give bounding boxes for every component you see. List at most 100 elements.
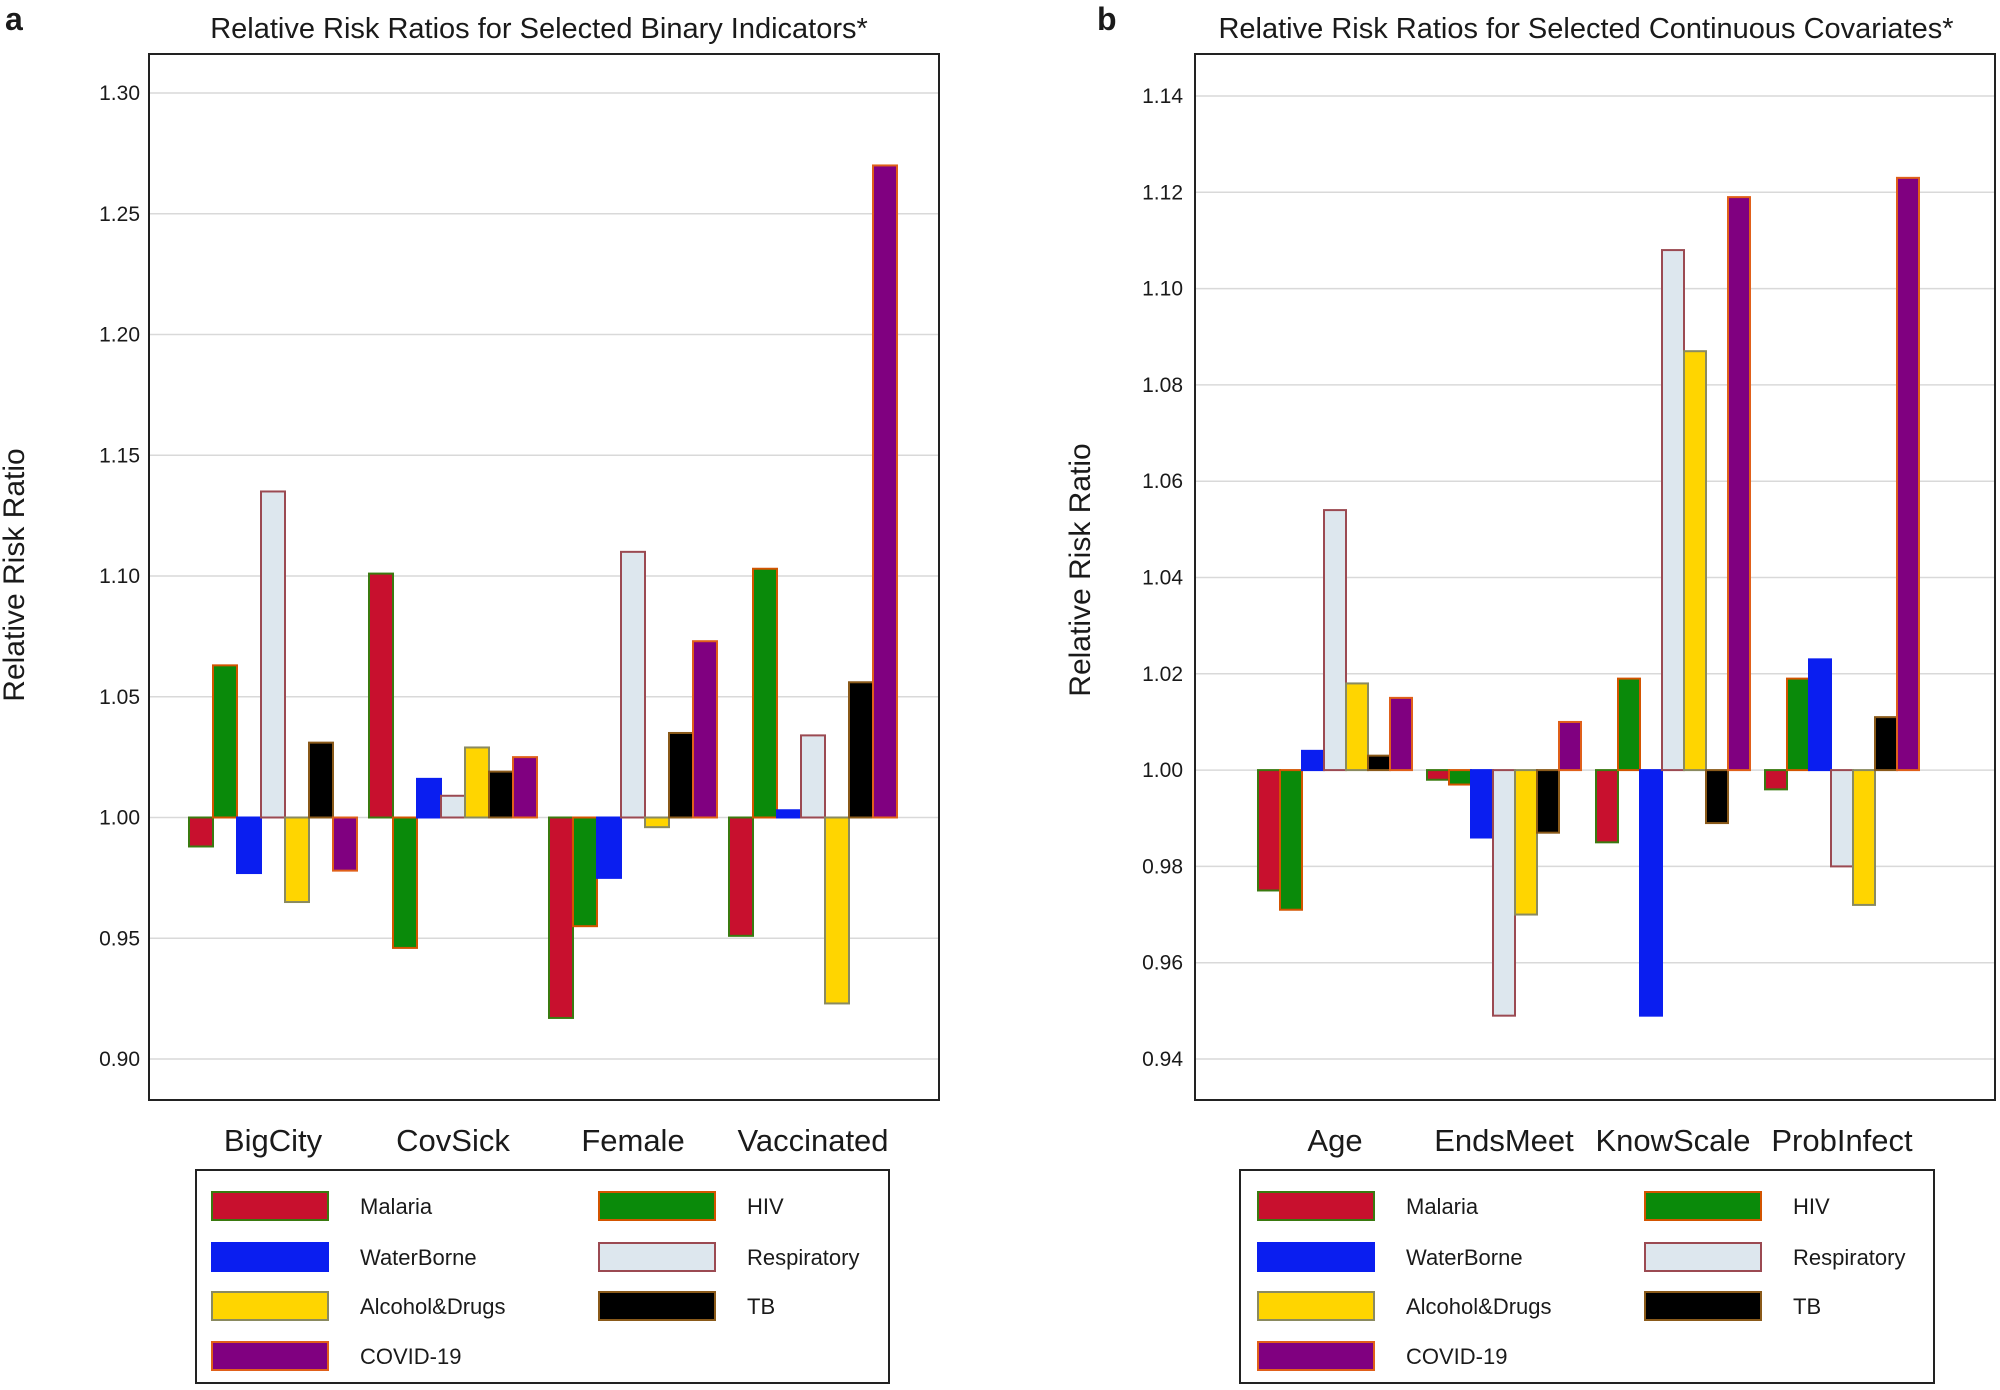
bar-malaria-covsick bbox=[368, 572, 394, 819]
panel-a-category-labels: BigCity CovSick Female Vaccinated bbox=[224, 1123, 889, 1158]
bar-tb-knowscale bbox=[1705, 769, 1729, 825]
panel-b: b Relative Risk Ratios for Selected Cont… bbox=[1064, 1, 1996, 1384]
bar-alcohol-drugs-age bbox=[1345, 682, 1369, 772]
bar-covid-19-age bbox=[1389, 696, 1413, 772]
y-tick-label: 1.12 bbox=[1142, 181, 1183, 204]
y-tick-label: 1.06 bbox=[1142, 470, 1183, 493]
y-tick-label: 0.98 bbox=[1142, 855, 1183, 878]
bar-waterborne-endsmeet bbox=[1470, 769, 1494, 839]
legend-label: Respiratory bbox=[747, 1245, 859, 1270]
panel-a-letter: a bbox=[5, 1, 23, 37]
legend-label: Malaria bbox=[360, 1194, 433, 1219]
bar-respiratory-probinfect bbox=[1830, 769, 1854, 868]
bar-respiratory-knowscale bbox=[1661, 249, 1685, 772]
legend-label: Alcohol&Drugs bbox=[360, 1294, 506, 1319]
panel-a-y-axis-label: Relative Risk Ratio bbox=[0, 448, 31, 701]
bar-covid-19-knowscale bbox=[1727, 196, 1751, 772]
bar-malaria-vaccinated bbox=[728, 816, 754, 937]
bar-malaria-endsmeet bbox=[1426, 769, 1450, 781]
legend-swatch-covid-19 bbox=[211, 1341, 329, 1371]
bar-waterborne-probinfect bbox=[1808, 658, 1832, 772]
panel-a-y-ticks: 0.90 0.95 1.00 1.05 1.10 1.15 1.20 1.25 1.30 bbox=[99, 82, 140, 1071]
panel-b-y-ticks: 0.94 0.96 0.98 1.00 1.02 1.04 1.06 1.08 1.10 1.12… bbox=[1142, 85, 1183, 1071]
y-tick-label: 1.30 bbox=[99, 82, 140, 105]
panel-a-legend: Malaria HIV WaterBorne Respiratory Alcohol&D… bbox=[211, 1191, 859, 1371]
legend-swatch-hiv bbox=[1644, 1191, 1762, 1221]
bar-respiratory-age bbox=[1323, 509, 1347, 772]
panel-b-category-labels: Age EndsMeet KnowScale ProbInfect bbox=[1307, 1123, 1913, 1158]
bar-tb-vaccinated bbox=[848, 681, 874, 819]
y-tick-label: 1.20 bbox=[99, 324, 140, 347]
bar-covid-19-female bbox=[692, 640, 718, 819]
legend-label: HIV bbox=[747, 1194, 784, 1219]
category-label: KnowScale bbox=[1595, 1123, 1750, 1158]
y-tick-label: 1.05 bbox=[99, 686, 140, 709]
bar-malaria-bigcity bbox=[188, 816, 214, 848]
panel-a-title: Relative Risk Ratios for Selected Binary… bbox=[210, 13, 868, 45]
bar-waterborne-female bbox=[596, 816, 622, 879]
legend-swatch-covid-19 bbox=[1257, 1341, 1375, 1371]
category-label: Age bbox=[1307, 1123, 1362, 1158]
bar-tb-female bbox=[668, 731, 694, 819]
legend-swatch-respiratory bbox=[598, 1242, 716, 1272]
bar-alcohol-drugs-bigcity bbox=[284, 816, 310, 904]
bar-hiv-age bbox=[1279, 769, 1303, 911]
bar-alcohol-drugs-endsmeet bbox=[1514, 769, 1538, 916]
bar-respiratory-vaccinated bbox=[800, 734, 826, 819]
bar-hiv-probinfect bbox=[1786, 677, 1810, 772]
category-label: Female bbox=[581, 1123, 684, 1158]
y-tick-label: 0.94 bbox=[1142, 1048, 1183, 1071]
bar-hiv-endsmeet bbox=[1448, 769, 1472, 786]
panel-a-gridlines bbox=[150, 92, 938, 1060]
legend-swatch-waterborne bbox=[211, 1242, 329, 1272]
bar-alcohol-drugs-covsick bbox=[464, 746, 490, 819]
bar-covid-19-probinfect bbox=[1896, 176, 1920, 772]
legend-swatch-alcohol-drugs bbox=[211, 1291, 329, 1321]
bar-tb-endsmeet bbox=[1536, 769, 1560, 834]
panel-b-bars bbox=[1257, 176, 1920, 1017]
category-label: BigCity bbox=[224, 1123, 323, 1158]
bar-waterborne-vaccinated bbox=[776, 809, 802, 819]
bar-malaria-knowscale bbox=[1595, 769, 1619, 844]
bar-tb-covsick bbox=[488, 770, 514, 819]
y-tick-label: 1.00 bbox=[99, 807, 140, 830]
bar-hiv-female bbox=[572, 816, 598, 928]
y-tick-label: 0.90 bbox=[99, 1048, 140, 1071]
bar-hiv-bigcity bbox=[212, 664, 238, 819]
bar-tb-probinfect bbox=[1874, 716, 1898, 772]
panel-a: a Relative Risk Ratios for Selected Bina… bbox=[0, 1, 940, 1384]
bar-covid-19-covsick bbox=[512, 756, 538, 819]
legend-label: Malaria bbox=[1406, 1194, 1479, 1219]
y-tick-label: 1.14 bbox=[1142, 85, 1183, 108]
panel-b-title: Relative Risk Ratios for Selected Contin… bbox=[1218, 13, 1953, 45]
bar-waterborne-age bbox=[1301, 749, 1325, 772]
legend-label: WaterBorne bbox=[1406, 1245, 1523, 1270]
y-tick-label: 1.10 bbox=[1142, 278, 1183, 301]
legend-label: Alcohol&Drugs bbox=[1406, 1294, 1552, 1319]
legend-swatch-hiv bbox=[598, 1191, 716, 1221]
bar-tb-bigcity bbox=[308, 741, 334, 819]
bar-alcohol-drugs-vaccinated bbox=[824, 816, 850, 1005]
y-tick-label: 1.15 bbox=[99, 444, 140, 467]
category-label: Vaccinated bbox=[737, 1123, 888, 1158]
bar-respiratory-covsick bbox=[440, 794, 466, 819]
panel-b-y-axis-label: Relative Risk Ratio bbox=[1064, 443, 1097, 696]
legend-swatch-tb bbox=[598, 1291, 716, 1321]
legend-label: WaterBorne bbox=[360, 1245, 477, 1270]
panel-b-legend: Malaria HIV WaterBorne Respiratory Alcohol&D… bbox=[1257, 1191, 1905, 1371]
bar-respiratory-bigcity bbox=[260, 490, 286, 819]
y-tick-label: 1.10 bbox=[99, 565, 140, 588]
bar-respiratory-endsmeet bbox=[1492, 769, 1516, 1017]
bar-hiv-vaccinated bbox=[752, 567, 778, 819]
bar-alcohol-drugs-probinfect bbox=[1852, 769, 1876, 906]
bar-hiv-covsick bbox=[392, 816, 418, 949]
legend-label: HIV bbox=[1793, 1194, 1830, 1219]
bar-tb-age bbox=[1367, 754, 1391, 772]
legend-swatch-respiratory bbox=[1644, 1242, 1762, 1272]
bar-malaria-age bbox=[1257, 769, 1281, 892]
legend-label: TB bbox=[747, 1294, 775, 1319]
bar-hiv-knowscale bbox=[1617, 677, 1641, 772]
legend-swatch-tb bbox=[1644, 1291, 1762, 1321]
legend-label: Respiratory bbox=[1793, 1245, 1905, 1270]
bar-malaria-probinfect bbox=[1764, 769, 1788, 791]
